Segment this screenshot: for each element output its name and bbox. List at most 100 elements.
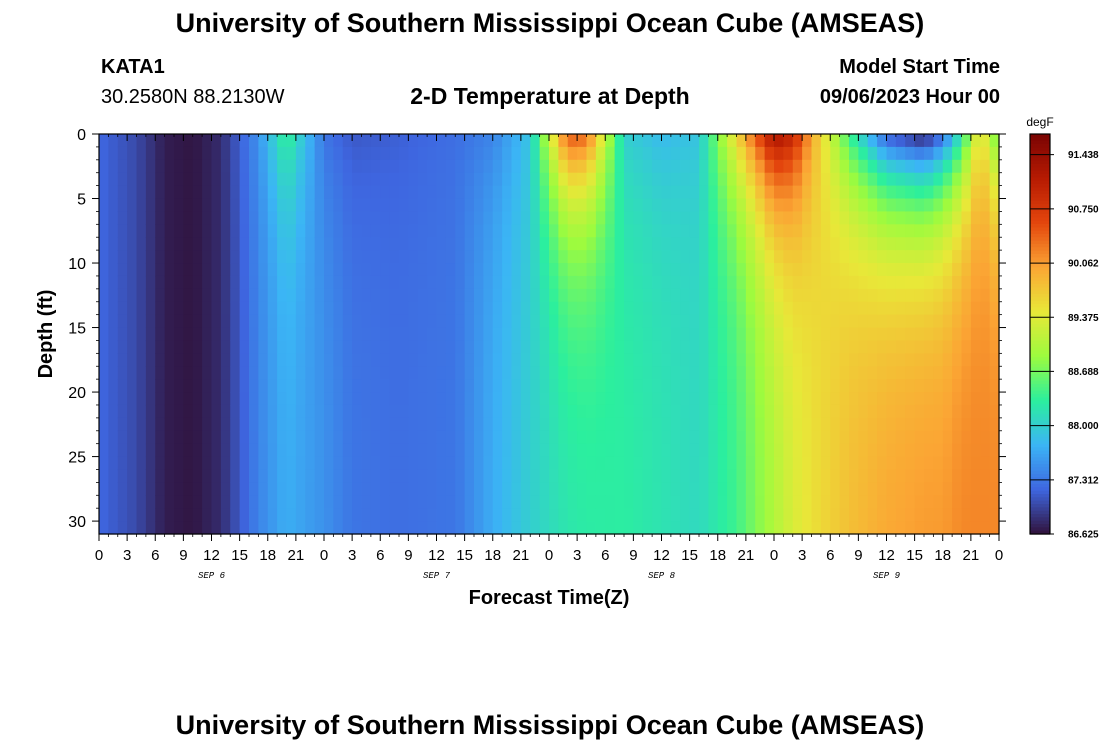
- heatmap-cell: [220, 353, 231, 367]
- heatmap-cell: [445, 288, 456, 303]
- heatmap-cell: [595, 521, 606, 535]
- heatmap-cell: [164, 237, 175, 251]
- heatmap-cell: [427, 134, 438, 148]
- heatmap-cell: [258, 211, 269, 225]
- heatmap-cell: [333, 404, 344, 419]
- heatmap-cell: [417, 159, 428, 174]
- heatmap-cell: [774, 404, 784, 419]
- heatmap-cell: [258, 482, 269, 496]
- heatmap-cell: [239, 185, 250, 200]
- heatmap-cell: [258, 134, 269, 148]
- heatmap-cell: [642, 301, 653, 316]
- heatmap-cell: [530, 134, 541, 148]
- heatmap-cell: [820, 379, 831, 393]
- heatmap-cell: [652, 353, 663, 367]
- heatmap-cell: [342, 172, 353, 187]
- heatmap-cell: [577, 508, 588, 522]
- heatmap-cell: [239, 366, 250, 380]
- heatmap-cell: [736, 417, 747, 432]
- heatmap-cell: [492, 211, 503, 225]
- heatmap-cell: [792, 417, 803, 432]
- heatmap-cell: [792, 430, 803, 445]
- heatmap-cell: [567, 198, 578, 213]
- colorbar-tick-label: 89.375: [1068, 313, 1099, 324]
- heatmap-cell: [708, 443, 719, 458]
- heatmap-cell: [267, 198, 278, 213]
- x-tick-label: 0: [95, 547, 103, 564]
- heatmap-cell: [877, 379, 888, 393]
- heatmap-cell: [483, 469, 494, 483]
- heatmap-cell: [774, 430, 784, 445]
- heatmap-cell: [474, 430, 484, 445]
- heatmap-cell: [745, 198, 756, 213]
- heatmap-cell: [849, 482, 859, 496]
- heatmap-cell: [558, 392, 569, 406]
- colorbar-segment: [1030, 314, 1050, 318]
- heatmap-cell: [755, 430, 766, 445]
- heatmap-cell: [792, 198, 803, 213]
- heatmap-cell: [305, 172, 316, 187]
- heatmap-cell: [820, 456, 831, 471]
- heatmap-cell: [689, 275, 700, 290]
- heatmap-cell: [652, 443, 663, 458]
- heatmap-cell: [352, 275, 363, 290]
- heatmap-cell: [961, 482, 972, 496]
- heatmap-cell: [342, 508, 353, 522]
- heatmap-cell: [492, 198, 503, 213]
- heatmap-cell: [905, 417, 916, 432]
- heatmap-cell: [155, 366, 166, 380]
- heatmap-cell: [689, 482, 700, 496]
- heatmap-cell: [370, 172, 381, 187]
- heatmap-cell: [211, 521, 222, 535]
- heatmap-cell: [633, 198, 644, 213]
- colorbar-tick-label: 90.062: [1068, 259, 1099, 270]
- heatmap-cell: [820, 185, 831, 200]
- heatmap-cell: [942, 508, 953, 522]
- heatmap-cell: [642, 482, 653, 496]
- heatmap-cell: [642, 185, 653, 200]
- heatmap-cell: [108, 288, 119, 303]
- day-label: SEP 6: [198, 571, 226, 581]
- heatmap-cell: [427, 224, 438, 238]
- heatmap-cell: [567, 237, 578, 251]
- heatmap-cell: [530, 301, 541, 316]
- heatmap-cell: [642, 288, 653, 303]
- heatmap-cell: [436, 353, 447, 367]
- heatmap-cell: [408, 275, 419, 290]
- colorbar-segment: [1030, 190, 1050, 195]
- heatmap-cell: [464, 340, 475, 354]
- heatmap-cell: [408, 379, 419, 393]
- heatmap-cell: [239, 482, 250, 496]
- heatmap-cell: [670, 185, 681, 200]
- heatmap-cell: [764, 456, 775, 471]
- heatmap-cell: [989, 404, 1000, 419]
- heatmap-cell: [192, 263, 203, 277]
- heatmap-cell: [183, 456, 194, 471]
- heatmap-cell: [511, 366, 522, 380]
- heatmap-cell: [427, 443, 438, 458]
- heatmap-cell: [136, 172, 147, 187]
- heatmap-cell: [605, 482, 616, 496]
- heatmap-cell: [802, 495, 813, 509]
- heatmap-cell: [145, 353, 156, 367]
- heatmap-cell: [539, 443, 550, 458]
- heatmap-cell: [108, 198, 119, 213]
- heatmap-cell: [577, 327, 588, 342]
- heatmap-cell: [745, 327, 756, 342]
- heatmap-cell: [455, 327, 466, 342]
- heatmap-cell: [352, 417, 363, 432]
- heatmap-cell: [670, 301, 681, 316]
- heatmap-cell: [230, 521, 241, 535]
- heatmap-cell: [924, 482, 934, 496]
- heatmap-cell: [642, 172, 653, 187]
- heatmap-cell: [961, 353, 972, 367]
- heatmap-cell: [530, 288, 541, 303]
- heatmap-cell: [530, 508, 541, 522]
- heatmap-cell: [633, 482, 644, 496]
- heatmap-cell: [755, 237, 766, 251]
- heatmap-cell: [399, 521, 409, 535]
- heatmap-cell: [474, 404, 484, 419]
- heatmap-cell: [877, 224, 888, 238]
- heatmap-cell: [839, 392, 850, 406]
- heatmap-cell: [155, 237, 166, 251]
